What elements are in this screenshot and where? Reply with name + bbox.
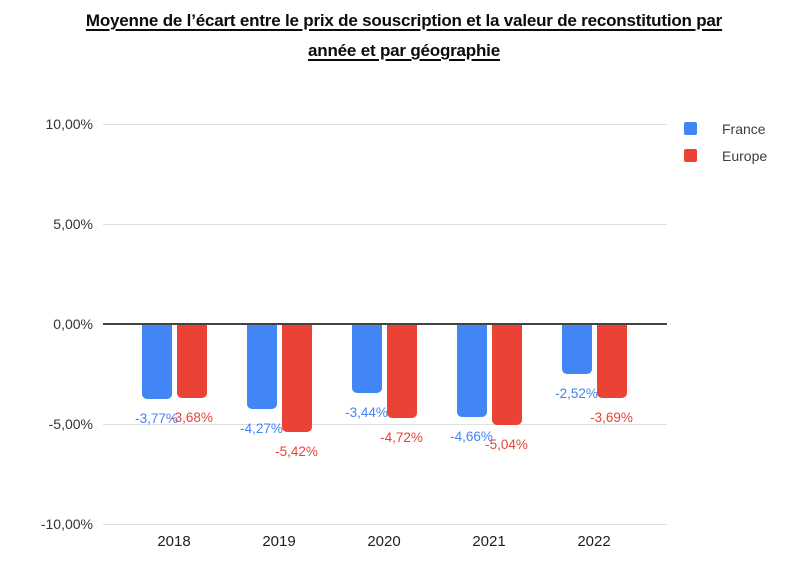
gridline	[103, 124, 667, 125]
value-label-europe-2021: -5,04%	[485, 436, 528, 452]
legend-label: Europe	[722, 147, 768, 164]
legend: France Europe	[684, 115, 767, 169]
value-label-europe-2019: -5,42%	[275, 444, 318, 460]
gridline	[103, 524, 667, 525]
legend-item-france[interactable]: France	[684, 115, 767, 142]
bar-france-2020[interactable]	[351, 324, 382, 393]
value-label-france-2021: -4,66%	[450, 429, 493, 445]
y-axis-tick-label: -10,00%	[40, 516, 93, 532]
legend-label: France	[722, 120, 766, 137]
y-axis-tick-label: -5,00%	[48, 416, 93, 432]
x-axis-label-2018: 2018	[157, 533, 191, 550]
bar-france-2018[interactable]	[141, 324, 172, 400]
value-label-europe-2018: -3,68%	[170, 409, 213, 425]
gridline	[103, 424, 667, 425]
value-label-france-2019: -4,27%	[240, 421, 283, 437]
gridline	[103, 224, 667, 225]
zero-axis-line	[103, 323, 667, 325]
chart-title: Moyenne de l’écart entre le prix de sous…	[0, 6, 808, 66]
bar-france-2021[interactable]	[456, 324, 487, 418]
legend-swatch-france	[684, 122, 697, 135]
bar-europe-2021[interactable]	[491, 324, 522, 425]
bar-europe-2019[interactable]	[281, 324, 312, 433]
value-label-europe-2022: -3,69%	[590, 409, 633, 425]
bar-france-2022[interactable]	[561, 324, 592, 375]
legend-swatch-europe	[684, 149, 697, 162]
legend-item-europe[interactable]: Europe	[684, 142, 767, 169]
x-axis-label-2022: 2022	[577, 533, 611, 550]
bar-europe-2020[interactable]	[386, 324, 417, 419]
bar-europe-2022[interactable]	[596, 324, 627, 398]
y-axis-tick-label: 5,00%	[53, 216, 93, 232]
bar-france-2019[interactable]	[246, 324, 277, 410]
y-axis-tick-label: 0,00%	[53, 316, 93, 332]
x-axis-label-2019: 2019	[262, 533, 296, 550]
value-label-france-2018: -3,77%	[135, 411, 178, 427]
x-axis-label-2020: 2020	[367, 533, 401, 550]
value-label-france-2022: -2,52%	[555, 386, 598, 402]
chart-title-line2: année et par géographie	[308, 41, 500, 60]
bar-europe-2018[interactable]	[176, 324, 207, 398]
x-axis-label-2021: 2021	[472, 533, 506, 550]
chart-title-line1: Moyenne de l’écart entre le prix de sous…	[85, 11, 723, 30]
value-label-france-2020: -3,44%	[345, 404, 388, 420]
y-axis-tick-label: 10,00%	[45, 116, 93, 132]
value-label-europe-2020: -4,72%	[380, 430, 423, 446]
